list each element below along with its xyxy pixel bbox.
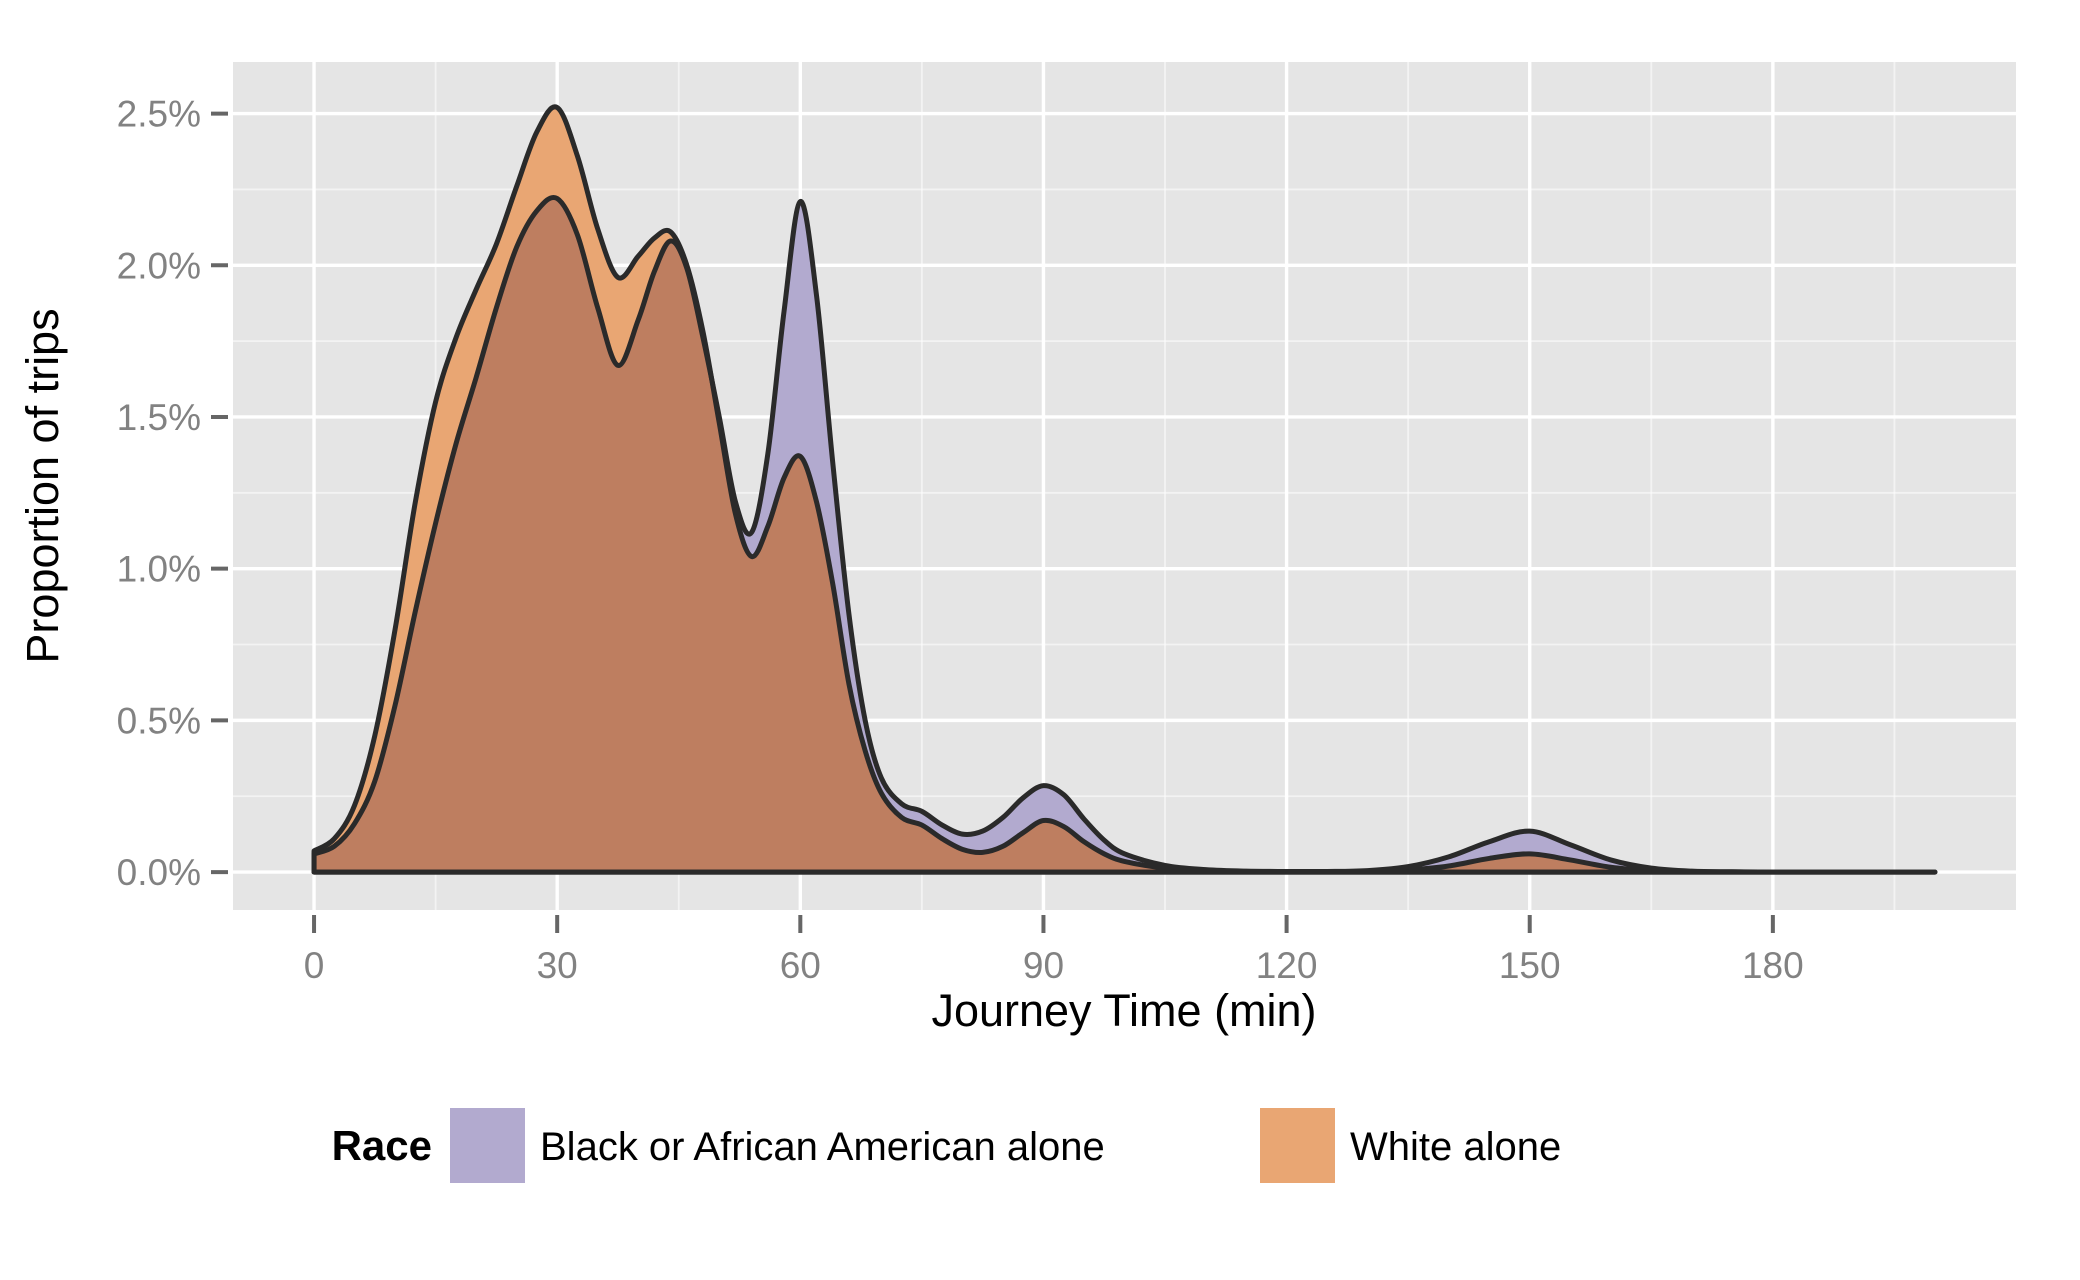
y-tick-label: 1.0% [117, 549, 201, 590]
x-tick-label: 120 [1256, 945, 1318, 986]
y-tick-label: 1.5% [117, 397, 201, 438]
density-area-overlap [314, 197, 1935, 873]
density-outline-black-alone [311, 195, 1938, 875]
y-tick-label: 0.0% [117, 852, 201, 893]
x-axis-title: Journey Time (min) [931, 985, 1316, 1036]
x-tick-label: 30 [537, 945, 578, 986]
y-tick-label: 2.5% [117, 94, 201, 135]
legend-title: Race [331, 1122, 432, 1169]
y-axis-title: Proportion of trips [17, 308, 68, 663]
y-tick-label: 2.0% [117, 245, 201, 286]
density-areas [311, 104, 1938, 875]
legend-swatch-white-alone [1260, 1108, 1335, 1183]
legend: Race Black or African American alone Whi… [0, 1108, 2080, 1188]
x-tick-label: 150 [1499, 945, 1561, 986]
y-axis-ticks: 0.0% 0.5% 1.0% 1.5% 2.0% 2.5% [117, 94, 228, 893]
x-tick-label: 0 [304, 945, 325, 986]
y-tick-label: 0.5% [117, 700, 201, 741]
legend-label-white-alone: White alone [1350, 1125, 1562, 1169]
legend-swatch-black-alone [450, 1108, 525, 1183]
x-tick-label: 180 [1742, 945, 1804, 986]
x-tick-label: 60 [780, 945, 821, 986]
x-axis-ticks: 0 30 60 90 120 150 180 [304, 915, 1804, 986]
density-outline-white-alone [311, 104, 1938, 875]
x-tick-label: 90 [1023, 945, 1064, 986]
legend-label-black-alone: Black or African American alone [540, 1125, 1105, 1169]
